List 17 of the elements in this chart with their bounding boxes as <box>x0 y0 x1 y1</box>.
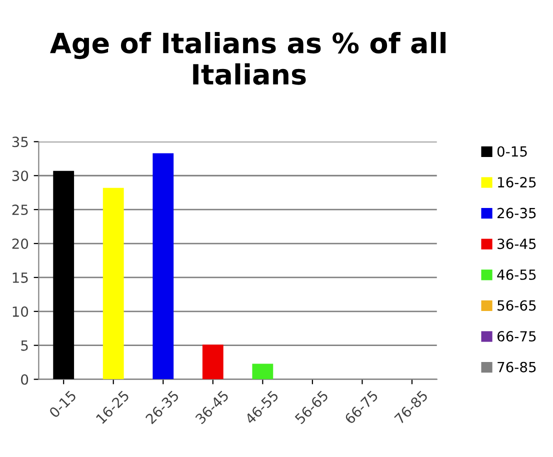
legend-label: 16-25 <box>498 177 536 188</box>
legend-label: 56-65 <box>498 300 536 311</box>
legend-label: 0-15 <box>497 146 527 157</box>
y-tick-label: 20 <box>12 238 28 249</box>
legend-label: 26-35 <box>498 208 536 218</box>
y-tick-label: 15 <box>12 272 28 283</box>
y-tick-label: 10 <box>12 306 28 317</box>
legend-label: 76-85 <box>498 362 536 372</box>
legend-label: 66-75 <box>497 331 536 342</box>
y-tick-label: 35 <box>12 136 28 148</box>
y-tick-label: 25 <box>12 204 28 216</box>
legend-label: 46-55 <box>497 269 536 280</box>
chart-title: Age of Italians as % of all Italians <box>50 32 446 85</box>
y-tick-label: 30 <box>12 170 28 182</box>
y-tick-label: 5 <box>21 340 28 351</box>
y-tick-label: 0 <box>21 374 28 385</box>
legend-label: 36-45 <box>498 238 536 250</box>
